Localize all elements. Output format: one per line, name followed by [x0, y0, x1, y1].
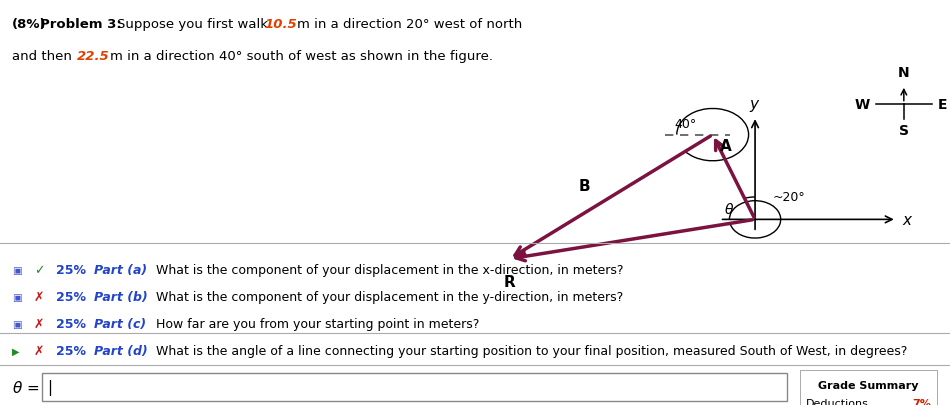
Text: R: R — [504, 274, 515, 289]
Text: $x$: $x$ — [902, 212, 913, 227]
Text: ✓: ✓ — [34, 263, 45, 277]
Text: $\theta$ =: $\theta$ = — [12, 379, 39, 394]
Text: ✗: ✗ — [34, 317, 45, 330]
Text: (8%): (8%) — [12, 18, 47, 31]
Text: ~20°: ~20° — [773, 190, 806, 203]
Text: S: S — [899, 124, 909, 138]
Text: ▣: ▣ — [12, 265, 22, 275]
Text: Part (b): Part (b) — [94, 290, 148, 303]
Text: and then: and then — [12, 50, 72, 63]
Text: 7%: 7% — [912, 398, 931, 405]
Text: 25%: 25% — [56, 344, 86, 357]
Text: Suppose you first walk: Suppose you first walk — [117, 18, 268, 31]
Text: Deductions: Deductions — [806, 398, 869, 405]
Text: 25%: 25% — [56, 317, 86, 330]
Text: Problem 3:: Problem 3: — [40, 18, 122, 31]
Text: B: B — [579, 179, 591, 194]
Text: ▣: ▣ — [12, 292, 22, 302]
Text: ▶: ▶ — [12, 346, 20, 356]
Text: ✗: ✗ — [34, 344, 45, 357]
Text: W: W — [854, 97, 869, 111]
Text: What is the component of your displacement in the x-direction, in meters?: What is the component of your displaceme… — [156, 263, 623, 277]
Text: |: | — [47, 379, 52, 394]
Bar — [800, 370, 937, 405]
Text: ▣: ▣ — [12, 319, 22, 329]
Text: 25%: 25% — [56, 290, 86, 303]
Text: m in a direction 40° south of west as shown in the figure.: m in a direction 40° south of west as sh… — [110, 50, 493, 63]
Text: Grade Summary: Grade Summary — [818, 379, 919, 390]
Text: 40°: 40° — [674, 118, 696, 131]
Text: $y$: $y$ — [750, 97, 761, 113]
Text: Part (d): Part (d) — [94, 344, 148, 357]
Text: How far are you from your starting point in meters?: How far are you from your starting point… — [156, 317, 480, 330]
Text: N: N — [898, 66, 910, 80]
Text: What is the angle of a line connecting your starting position to your final posi: What is the angle of a line connecting y… — [156, 344, 907, 357]
Text: $\theta$: $\theta$ — [724, 201, 734, 216]
Text: 10.5: 10.5 — [264, 18, 296, 31]
Text: A: A — [720, 139, 732, 154]
Text: 22.5: 22.5 — [77, 50, 110, 63]
Text: 25%: 25% — [56, 263, 86, 277]
Text: What is the component of your displacement in the y-direction, in meters?: What is the component of your displaceme… — [156, 290, 623, 303]
Bar — [42, 373, 787, 401]
Text: ✗: ✗ — [34, 290, 45, 303]
Text: m in a direction 20° west of north: m in a direction 20° west of north — [297, 18, 522, 31]
Text: Part (c): Part (c) — [94, 317, 146, 330]
Text: Part (a): Part (a) — [94, 263, 147, 277]
Text: E: E — [939, 97, 948, 111]
